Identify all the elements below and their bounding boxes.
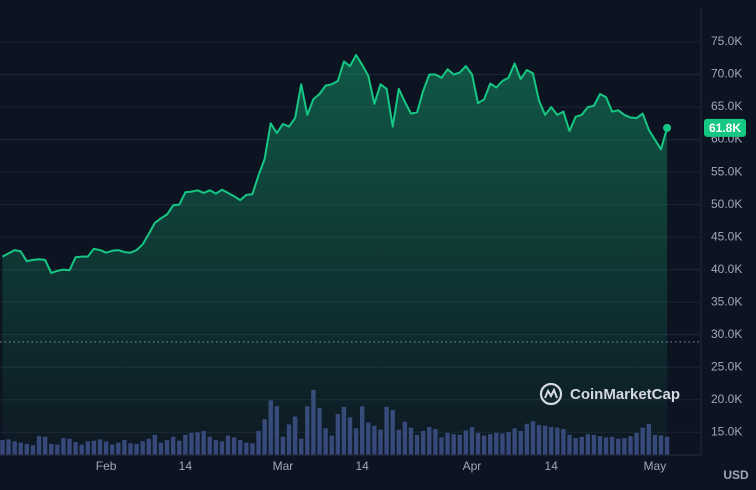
price-tag-label: 61.8K	[709, 121, 741, 135]
y-tick-label: 20.0K	[711, 392, 742, 406]
x-tick-label: May	[644, 459, 667, 473]
last-point	[663, 123, 672, 132]
price-series	[1, 54, 672, 455]
labels: 15.0K 20.0K 25.0K 30.0K 35.0K 40.0K 45.0K 50.0K…	[96, 34, 746, 473]
price-tag	[704, 118, 746, 137]
y-tick-label: 25.0K	[711, 359, 742, 373]
watermark-logo-mark	[544, 387, 558, 399]
currency-label: USD	[723, 468, 749, 482]
y-tick-label: 75.0K	[711, 34, 742, 48]
x-tick-label: 14	[179, 459, 193, 473]
x-tick-label: Feb	[96, 459, 117, 473]
x-tick-label: Apr	[463, 459, 482, 473]
watermark-text: CoinMarketCap	[570, 386, 680, 403]
y-tick-label: 30.0K	[711, 327, 742, 341]
y-tick-label: 40.0K	[711, 262, 742, 276]
x-tick-label: 14	[356, 459, 370, 473]
price-line	[1, 54, 669, 274]
watermark-logo	[539, 382, 563, 406]
y-tick-label: 65.0K	[711, 99, 742, 113]
y-tick-label: 70.0K	[711, 67, 742, 81]
watermark: CoinMarketCap	[539, 382, 680, 406]
x-tick-label: 14	[545, 459, 559, 473]
price-area	[2, 55, 668, 455]
y-tick-label: 45.0K	[711, 229, 742, 243]
x-tick-label: Mar	[273, 459, 294, 473]
y-tick-label: 55.0K	[711, 164, 742, 178]
y-tick-label: 35.0K	[711, 294, 742, 308]
y-tick-label: 15.0K	[711, 424, 742, 438]
y-tick-label: 50.0K	[711, 197, 742, 211]
